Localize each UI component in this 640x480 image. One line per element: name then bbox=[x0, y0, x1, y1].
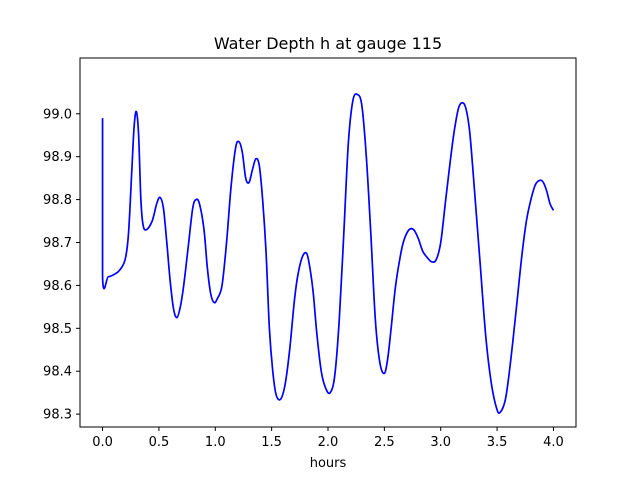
y-tick-label: 98.6 bbox=[43, 279, 72, 294]
x-tick-label: 1.0 bbox=[205, 435, 226, 450]
x-axis-ticks: 0.0 0.5 1.0 1.5 2.0 2.5 3.0 3.5 4.0 bbox=[92, 427, 564, 450]
y-tick-label: 98.4 bbox=[43, 365, 72, 380]
x-tick-label: 0.0 bbox=[92, 435, 113, 450]
y-tick-label: 98.9 bbox=[43, 150, 72, 165]
x-tick-label: 3.5 bbox=[487, 435, 508, 450]
series-line bbox=[101, 93, 555, 415]
chart-title: Water Depth h at gauge 115 bbox=[214, 34, 442, 53]
x-tick-label: 4.0 bbox=[543, 435, 564, 450]
y-tick-label: 98.7 bbox=[43, 236, 72, 251]
y-axis-ticks: 98.3 98.4 98.5 98.6 98.7 98.8 98.9 99.0 bbox=[43, 107, 80, 423]
plot-frame bbox=[79, 57, 577, 428]
y-tick-label: 98.5 bbox=[43, 322, 72, 337]
x-tick-label: 1.5 bbox=[261, 435, 282, 450]
y-tick-label: 98.3 bbox=[43, 408, 72, 423]
y-tick-label: 98.8 bbox=[43, 193, 72, 208]
y-tick-label: 99.0 bbox=[43, 107, 72, 122]
x-tick-label: 2.0 bbox=[318, 435, 339, 450]
x-tick-label: 3.0 bbox=[430, 435, 451, 450]
x-tick-label: 2.5 bbox=[374, 435, 395, 450]
x-tick-label: 0.5 bbox=[149, 435, 170, 450]
x-axis-label: hours bbox=[310, 456, 347, 471]
